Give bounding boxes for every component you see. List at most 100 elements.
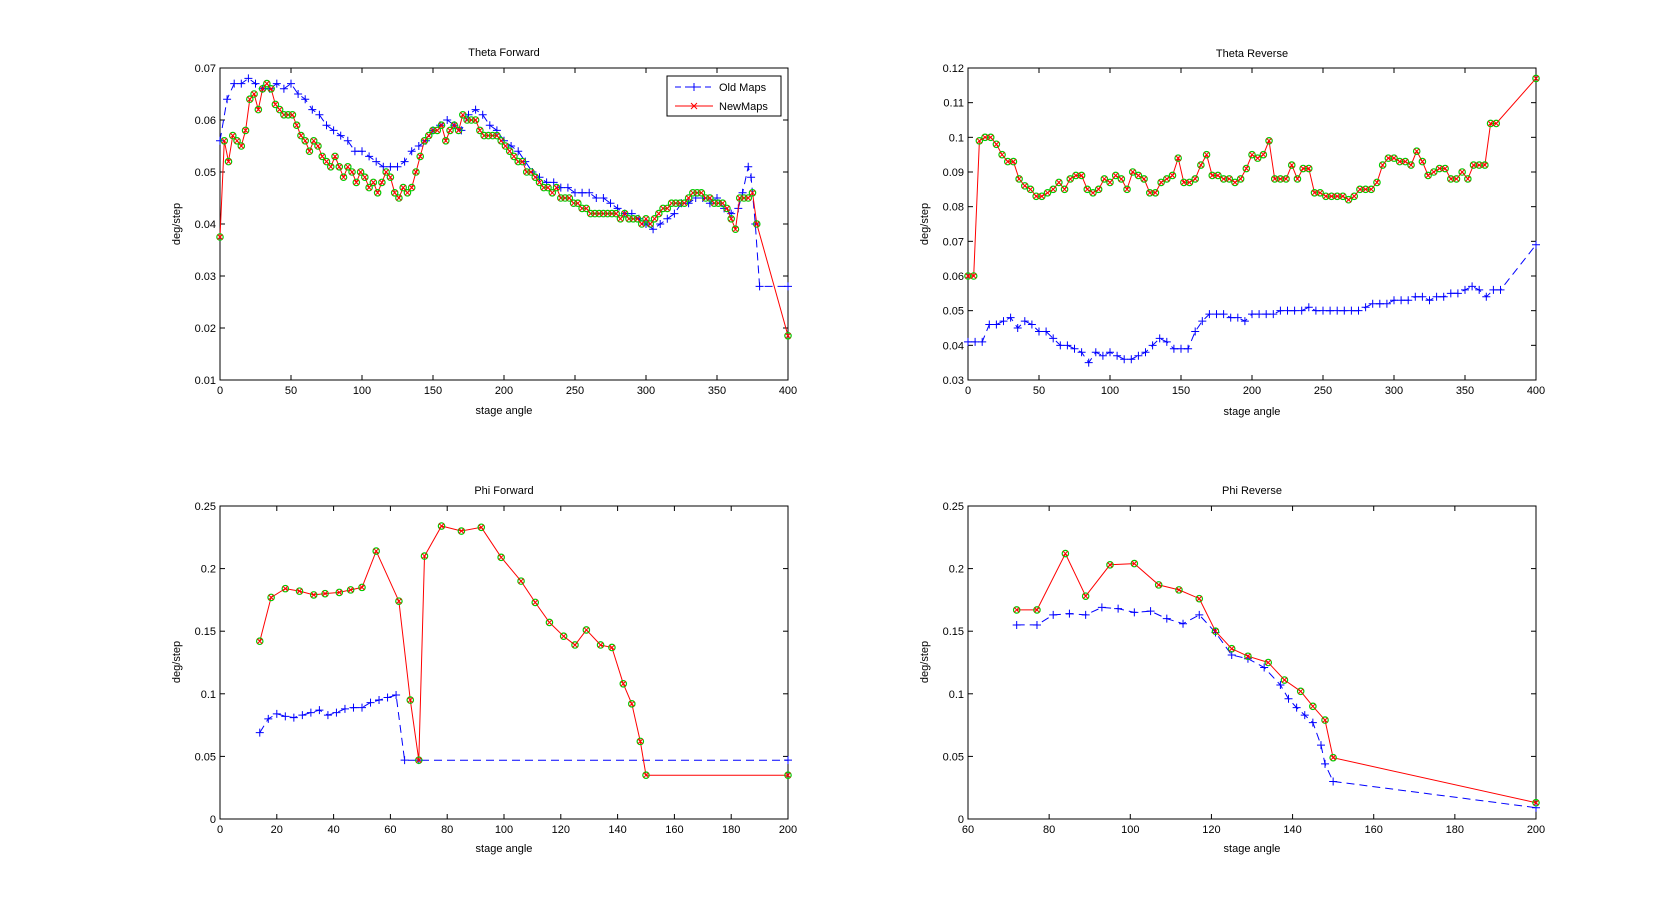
point-new-maps-circle bbox=[216, 233, 224, 241]
point-new-maps-circle bbox=[586, 209, 595, 218]
point-new-maps bbox=[298, 132, 304, 139]
point-new-maps-circle bbox=[975, 137, 984, 145]
point-new-maps bbox=[310, 592, 317, 598]
x-tick-label: 50 bbox=[1033, 385, 1045, 397]
point-new-maps bbox=[643, 772, 649, 779]
point-new-maps bbox=[1385, 155, 1392, 161]
point-new-maps-circle bbox=[314, 142, 322, 150]
point-new-maps-circle bbox=[365, 183, 373, 192]
point-old-maps bbox=[287, 79, 295, 88]
point-old-maps bbox=[478, 110, 487, 119]
point-old-maps bbox=[1049, 334, 1058, 343]
point-new-maps bbox=[970, 273, 977, 279]
point-new-maps-circle bbox=[1333, 192, 1342, 201]
point-new-maps bbox=[1044, 189, 1051, 196]
x-tick-label: 160 bbox=[1365, 824, 1383, 836]
point-old-maps bbox=[1404, 296, 1413, 305]
point-old-maps bbox=[663, 214, 672, 223]
point-new-maps bbox=[1013, 607, 1020, 613]
point-new-maps bbox=[1281, 677, 1288, 683]
point-old-maps bbox=[1482, 292, 1491, 301]
point-new-maps-circle bbox=[497, 553, 505, 562]
point-new-maps bbox=[518, 578, 524, 584]
point-new-maps bbox=[1459, 169, 1466, 175]
point-new-maps bbox=[1311, 189, 1318, 196]
point-new-maps-circle bbox=[1066, 175, 1075, 183]
point-new-maps-circle bbox=[697, 189, 706, 197]
point-new-maps-circle bbox=[1329, 753, 1337, 762]
point-old-maps bbox=[1065, 609, 1074, 618]
point-new-maps bbox=[1067, 176, 1074, 182]
point-new-maps-circle bbox=[1418, 157, 1427, 166]
point-new-maps bbox=[732, 226, 739, 233]
point-new-maps bbox=[536, 179, 543, 186]
point-new-maps-circle bbox=[420, 137, 429, 145]
point-old-maps bbox=[216, 136, 224, 145]
point-old-maps bbox=[1191, 327, 1200, 336]
y-tick-label: 0.11 bbox=[943, 98, 964, 110]
legend-old-marker bbox=[690, 83, 698, 91]
x-tick-label: 140 bbox=[1283, 824, 1301, 836]
point-new-maps bbox=[1176, 587, 1182, 593]
point-new-maps bbox=[1533, 799, 1539, 806]
point-new-maps bbox=[545, 184, 551, 191]
point-new-maps-circle bbox=[545, 618, 554, 627]
point-new-maps bbox=[332, 153, 338, 160]
point-new-maps bbox=[1271, 176, 1278, 182]
point-new-maps bbox=[982, 134, 988, 141]
point-old-maps bbox=[1411, 292, 1420, 301]
x-tick-label: 20 bbox=[271, 824, 283, 836]
point-new-maps bbox=[1482, 162, 1488, 168]
point-new-maps bbox=[1101, 176, 1108, 182]
point-old-maps bbox=[340, 704, 349, 713]
point-new-maps-circle bbox=[992, 140, 1001, 149]
x-tick-label: 350 bbox=[708, 385, 726, 397]
point-new-maps bbox=[349, 169, 355, 175]
point-new-maps bbox=[1118, 176, 1125, 182]
point-old-maps bbox=[1432, 292, 1441, 301]
point-new-maps bbox=[532, 599, 539, 606]
point-new-maps-circle bbox=[1061, 549, 1070, 558]
point-new-maps bbox=[647, 221, 654, 227]
point-new-maps bbox=[1425, 172, 1431, 179]
point-new-maps-circle bbox=[1094, 185, 1103, 194]
point-new-maps bbox=[407, 697, 414, 703]
y-tick-label: 0 bbox=[210, 814, 216, 826]
point-old-maps bbox=[1269, 310, 1278, 319]
point-new-maps bbox=[1209, 172, 1216, 179]
point-old-maps bbox=[308, 105, 317, 114]
point-old-maps bbox=[755, 282, 764, 291]
point-new-maps-circle bbox=[372, 547, 381, 555]
point-old-maps bbox=[1141, 348, 1150, 357]
point-old-maps bbox=[443, 116, 452, 124]
point-new-maps-circle bbox=[437, 522, 446, 530]
point-new-maps bbox=[707, 195, 713, 201]
point-new-maps bbox=[256, 638, 263, 645]
point-old-maps bbox=[1262, 310, 1271, 319]
point-old-maps bbox=[264, 714, 273, 723]
point-new-maps-circle bbox=[414, 756, 423, 764]
point-new-maps-circle bbox=[1208, 171, 1217, 180]
point-new-maps bbox=[1322, 193, 1329, 200]
point-new-maps-circle bbox=[1236, 175, 1245, 183]
y-tick-label: 0.05 bbox=[195, 167, 216, 179]
point-old-maps bbox=[383, 693, 392, 702]
point-new-maps-circle bbox=[281, 584, 290, 593]
point-old-maps bbox=[294, 90, 303, 98]
point-old-maps bbox=[1042, 327, 1051, 336]
point-old-maps bbox=[1397, 296, 1406, 305]
point-new-maps-circle bbox=[358, 583, 366, 592]
point-old-maps bbox=[392, 691, 401, 700]
point-old-maps bbox=[1081, 610, 1090, 619]
point-new-maps bbox=[1163, 176, 1170, 182]
point-old-maps bbox=[230, 79, 239, 88]
point-new-maps bbox=[478, 524, 485, 531]
point-new-maps-circle bbox=[254, 105, 263, 114]
point-new-maps-circle bbox=[237, 142, 246, 150]
point-new-maps-circle bbox=[255, 637, 264, 646]
legend-new-label: NewMaps bbox=[719, 101, 768, 113]
point-old-maps bbox=[964, 337, 972, 346]
point-new-maps-circle bbox=[1441, 164, 1449, 173]
y-tick-label: 0.07 bbox=[943, 236, 964, 248]
point-new-maps-circle bbox=[569, 199, 578, 208]
